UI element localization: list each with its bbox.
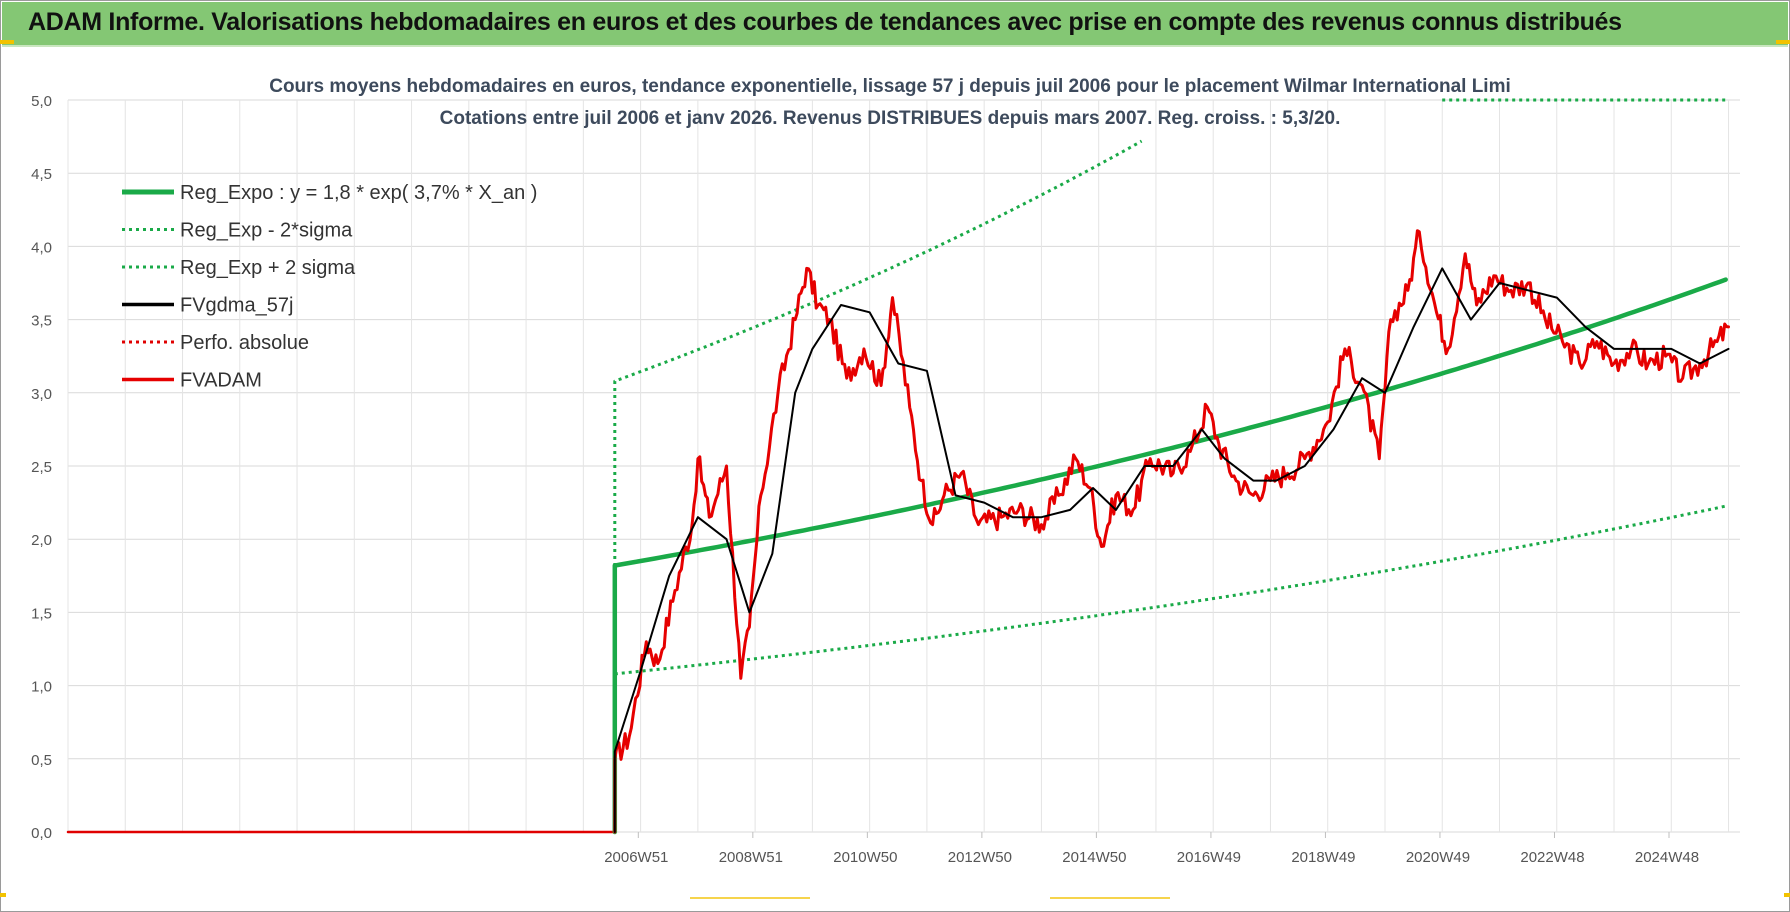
- x-tick-label: 2014W50: [1062, 849, 1126, 866]
- chart-lines: [66, 98, 1730, 835]
- report-header: ADAM Informe. Valorisations hebdomadaire…: [2, 2, 1788, 47]
- chart-title-line1: Cours moyens hebdomadaires en euros, ten…: [269, 76, 1511, 97]
- corner-marker-bottom-right: [1784, 893, 1790, 897]
- report-title: ADAM Informe. Valorisations hebdomadaire…: [28, 8, 1622, 36]
- chart-title-block: Cours moyens hebdomadaires en euros, ten…: [269, 76, 1511, 129]
- y-axis-ticks: 0,0 0,5 1,0 1,5 2,0 2,5 3,0 3,5 4,0 4,5 5,0: [31, 93, 52, 842]
- x-axis-ticks: 2006W51 2008W51 2010W50 2012W50 2014W50 2016W…: [604, 832, 1699, 866]
- y-tick-label: 3,0: [31, 386, 52, 403]
- y-tick-label: 0,0: [31, 825, 52, 842]
- reg-exp-plus-2sigma-line: [613, 139, 1143, 832]
- legend-label: FVgdma_57j: [180, 295, 293, 317]
- fvgdma-57j-line: [613, 267, 1730, 833]
- legend-label: Perfo. absolue: [180, 332, 309, 354]
- x-tick-label: 2022W48: [1520, 849, 1584, 866]
- reg-expo-line: [612, 277, 1728, 835]
- bottom-accent-1: [690, 897, 810, 899]
- legend-label: Reg_Exp - 2*sigma: [180, 220, 353, 242]
- corner-marker-top-right: [1776, 40, 1790, 44]
- chart-title-line2: Cotations entre juil 2006 et janv 2026. …: [440, 108, 1341, 129]
- legend-label: Reg_Expo : y = 1,8 * exp( 3,7% * X_an ): [180, 182, 537, 204]
- x-tick-label: 2020W49: [1406, 849, 1470, 866]
- fvadam-line: [613, 229, 1730, 834]
- chart-legend: Reg_Expo : y = 1,8 * exp( 3,7% * X_an ) R…: [122, 182, 537, 392]
- bottom-accent-2: [1050, 897, 1170, 899]
- y-tick-label: 4,0: [31, 239, 52, 256]
- x-tick-label: 2018W49: [1291, 849, 1355, 866]
- y-tick-label: 1,0: [31, 679, 52, 696]
- y-tick-label: 2,5: [31, 459, 52, 476]
- y-tick-label: 2,0: [31, 532, 52, 549]
- legend-label: Reg_Exp + 2 sigma: [180, 257, 356, 279]
- x-tick-label: 2008W51: [719, 849, 783, 866]
- corner-marker-top-left: [0, 40, 14, 44]
- reg-exp-minus-2sigma-line: [614, 504, 1727, 676]
- legend-label: FVADAM: [180, 370, 262, 392]
- y-tick-label: 5,0: [31, 93, 52, 110]
- y-tick-label: 4,5: [31, 166, 52, 183]
- x-tick-label: 2006W51: [604, 849, 668, 866]
- x-tick-label: 2016W49: [1177, 849, 1241, 866]
- y-tick-label: 3,5: [31, 313, 52, 330]
- x-tick-label: 2010W50: [833, 849, 897, 866]
- chart-grid: [67, 99, 1740, 833]
- corner-marker-bottom-left: [0, 893, 6, 897]
- x-tick-label: 2024W48: [1635, 849, 1699, 866]
- y-tick-label: 1,5: [31, 605, 52, 622]
- x-tick-label: 2012W50: [948, 849, 1012, 866]
- y-tick-label: 0,5: [31, 752, 52, 769]
